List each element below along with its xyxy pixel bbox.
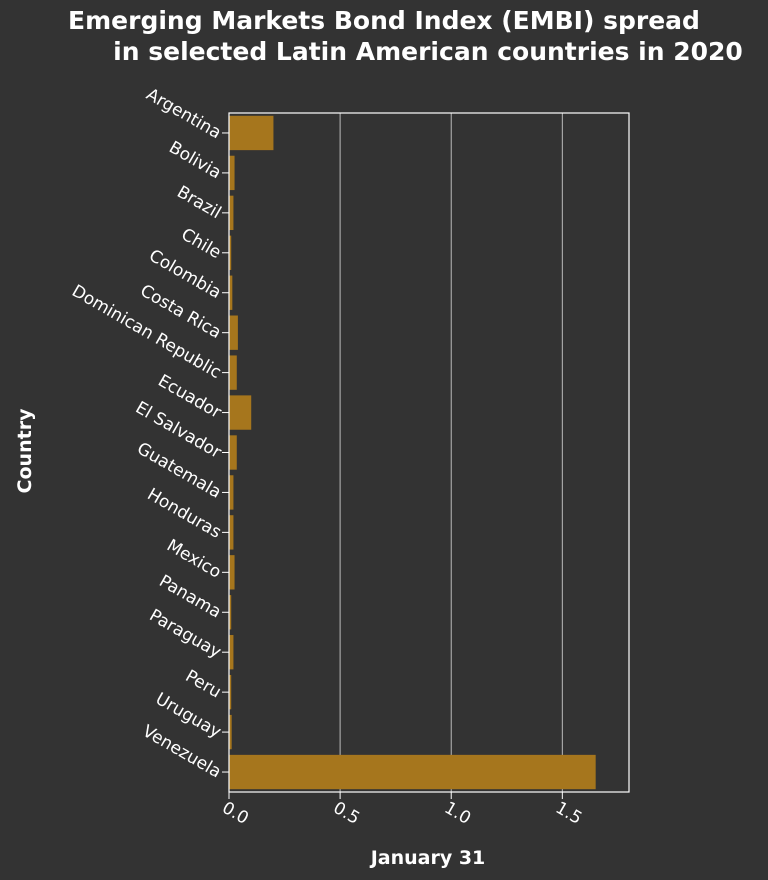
bar-brazil	[229, 195, 234, 231]
chart-title-line-2: in selected Latin American countries in …	[113, 37, 743, 66]
y-tick-label-peru: Peru	[182, 666, 225, 702]
x-tick-label-0: 0.0	[219, 798, 252, 829]
bar-costa-rica	[229, 315, 238, 350]
x-axis-ticks: 0.0 0.5 1.0 1.5	[219, 792, 585, 829]
bars	[229, 115, 596, 790]
y-axis-label: Country	[14, 408, 36, 494]
chart-title-line-1: Emerging Markets Bond Index (EMBI) sprea…	[68, 6, 700, 35]
x-tick-label-3: 1.5	[552, 798, 585, 829]
bar-paraguay	[229, 635, 234, 670]
grid-lines	[339, 113, 563, 792]
plot-frame	[228, 112, 630, 793]
x-tick-label-2: 1.0	[441, 798, 474, 829]
bar-uruguay	[229, 714, 232, 750]
bar-bolivia	[229, 155, 235, 191]
bar-argentina	[229, 115, 274, 151]
bar-venezuela	[229, 754, 596, 790]
bar-mexico	[229, 555, 235, 590]
x-tick-label-1: 0.5	[330, 798, 363, 829]
y-axis-ticks: ArgentinaBoliviaBrazilChileColombiaCosta…	[68, 85, 229, 782]
bar-honduras	[229, 515, 234, 550]
bar-chile	[229, 235, 232, 270]
bar-el-salvador	[229, 435, 237, 470]
bar-ecuador	[229, 395, 252, 430]
y-tick-label-argentina: Argentina	[143, 85, 225, 144]
bar-dominican-republic	[229, 355, 237, 390]
y-tick-label-bolivia: Bolivia	[165, 138, 224, 184]
bar-panama	[229, 595, 232, 630]
y-tick-label-chile: Chile	[178, 225, 225, 264]
y-tick-label-brazil: Brazil	[173, 182, 224, 223]
x-axis-label: January 31	[369, 847, 486, 869]
bar-colombia	[229, 275, 233, 310]
bar-guatemala	[229, 475, 234, 510]
bar-peru	[229, 674, 232, 710]
